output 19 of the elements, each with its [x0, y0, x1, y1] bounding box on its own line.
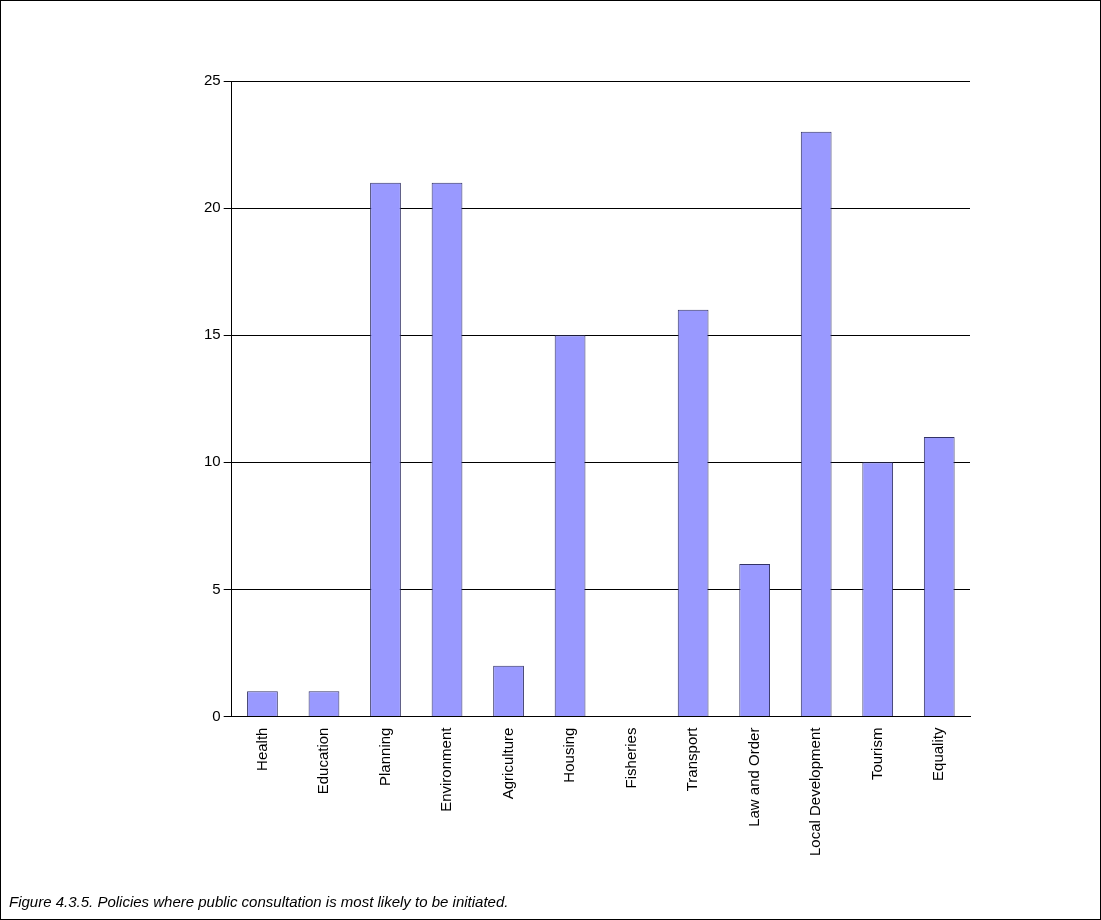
y-tick-label: 5: [212, 579, 221, 597]
x-tick-label: Equality: [929, 727, 947, 781]
x-tick-label: Planning: [375, 727, 393, 786]
y-tick-label: 15: [204, 325, 221, 343]
y-tick-label: 10: [204, 452, 221, 470]
x-tick-label: Housing: [560, 727, 578, 783]
x-tick-label: Law and Order: [744, 727, 762, 827]
x-tick-label: Health: [252, 727, 270, 771]
x-tick-label: Local Development: [806, 726, 824, 857]
y-tick-label: 25: [204, 71, 221, 89]
y-tick-label: 20: [204, 198, 221, 216]
x-tick-label: Fisheries: [621, 727, 639, 789]
caption: Figure 4.3.5. Policies where public consultation is most likely to be initiated.: [9, 893, 509, 910]
x-tick-label: Environment: [437, 726, 455, 812]
x-tick-label: Education: [314, 727, 332, 795]
x-tick-label: Agriculture: [498, 727, 516, 800]
x-tick-label: Transport: [683, 726, 701, 792]
x-tick-label: Tourism: [867, 727, 885, 781]
y-tick-label: 0: [212, 706, 221, 724]
